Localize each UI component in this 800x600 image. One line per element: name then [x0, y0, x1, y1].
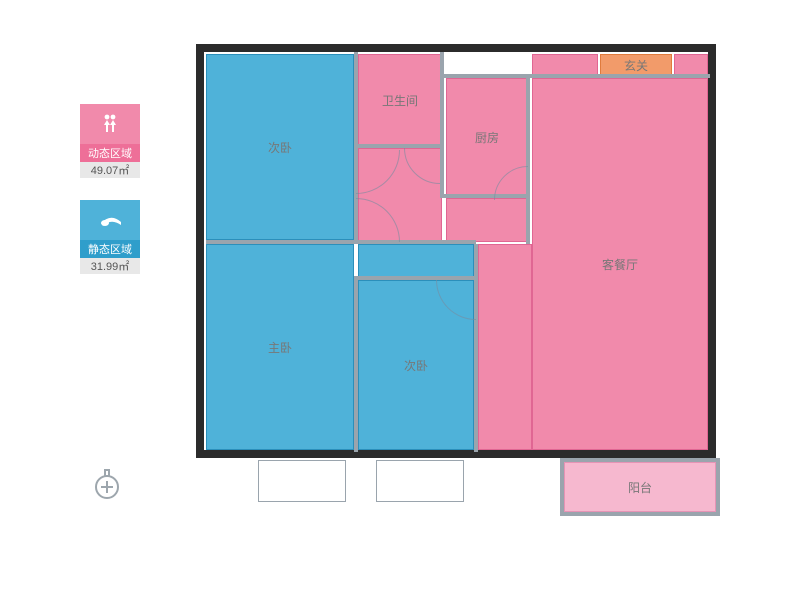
legend-static-icon: [80, 200, 140, 240]
interior-wall: [354, 276, 358, 452]
outer-wall: [708, 44, 716, 458]
legend-dynamic: 动态区域49.07㎡: [80, 104, 140, 178]
outer-wall: [196, 44, 716, 52]
outer-wall: [196, 450, 716, 458]
interior-wall: [206, 240, 476, 244]
compass-icon: [90, 468, 124, 502]
legend-dynamic-title: 动态区域: [80, 144, 140, 162]
room-living_dining: 客餐厅: [532, 78, 708, 450]
room-balcony: 阳台: [564, 462, 716, 512]
room-label-second_bedroom_bot: 次卧: [404, 357, 428, 374]
interior-wall: [560, 512, 720, 516]
room-master_bedroom: 主卧: [206, 244, 354, 450]
room-hall_main: [446, 198, 528, 242]
interior-wall: [444, 74, 710, 78]
floor-plan-canvas: 次卧主卧次卧卫生间厨房客餐厅玄关阳台动态区域49.07㎡静态区域31.99㎡: [0, 0, 800, 600]
room-label-bathroom: 卫生间: [382, 92, 418, 109]
interior-wall: [526, 76, 530, 244]
room-bathroom: 卫生间: [358, 54, 442, 146]
room-entry_side: [674, 54, 708, 76]
legend-dynamic-value: 49.07㎡: [80, 162, 140, 178]
window-bay: [376, 460, 464, 502]
interior-wall: [358, 276, 476, 280]
legend-static-value: 31.99㎡: [80, 258, 140, 274]
room-hall_bottom: [478, 244, 532, 450]
room-label-kitchen: 厨房: [475, 129, 499, 146]
room-label-master_bedroom: 主卧: [268, 339, 292, 356]
interior-wall: [716, 458, 720, 514]
room-entry: 玄关: [600, 54, 672, 76]
legend-dynamic-icon: [80, 104, 140, 144]
room-label-second_bedroom_top: 次卧: [268, 139, 292, 156]
outer-wall: [196, 44, 204, 458]
room-corridor: [358, 244, 474, 278]
room-second_bedroom_top: 次卧: [206, 54, 354, 240]
interior-wall: [560, 458, 564, 514]
room-label-living_dining: 客餐厅: [602, 256, 638, 273]
interior-wall: [474, 244, 478, 452]
room-entry_side2: [532, 54, 598, 76]
window-bay: [258, 460, 346, 502]
room-label-balcony: 阳台: [628, 479, 652, 496]
interior-wall: [358, 144, 442, 148]
legend-static-title: 静态区域: [80, 240, 140, 258]
room-label-entry: 玄关: [624, 57, 648, 74]
interior-wall: [560, 458, 718, 462]
legend-static: 静态区域31.99㎡: [80, 200, 140, 274]
